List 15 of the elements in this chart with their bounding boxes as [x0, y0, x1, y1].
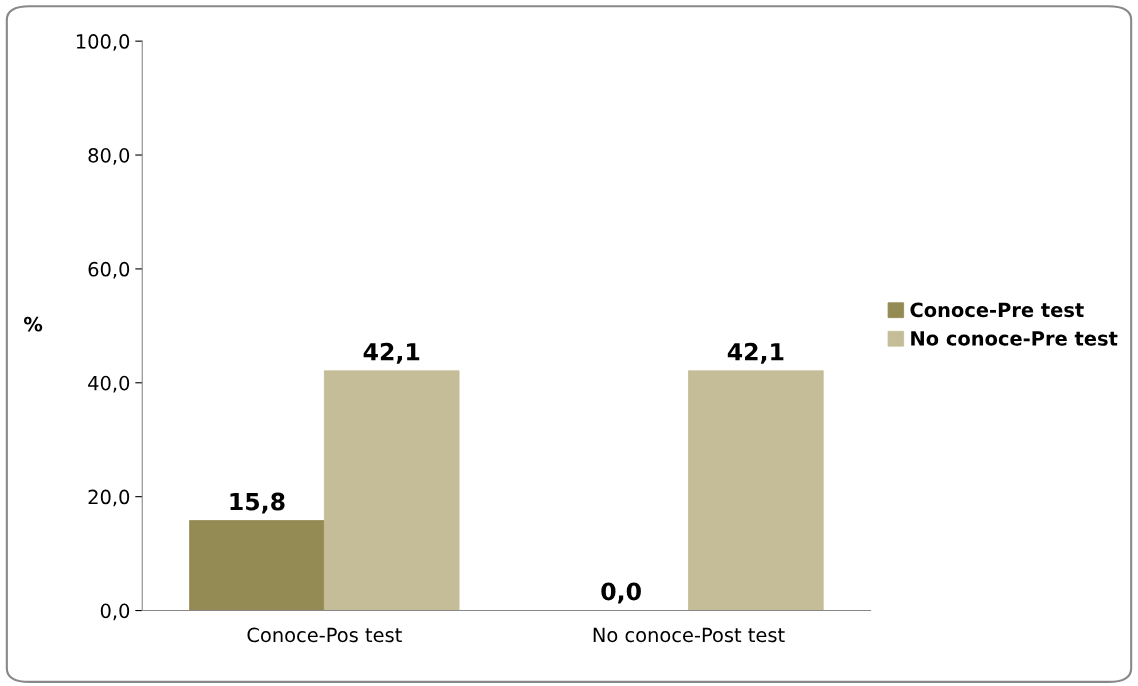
data-label: 42,1 [727, 342, 784, 364]
data-label: 0,0 [601, 582, 641, 604]
y-tick-label: 0,0 [100, 603, 130, 621]
x-tick-label: Conoce-Pos test [247, 627, 402, 643]
y-tick-label: 80,0 [88, 147, 130, 165]
data-label: 15,8 [230, 492, 285, 514]
y-tick-label: 40,0 [88, 375, 130, 393]
legend-label: Conoce-Pre test [910, 302, 1084, 318]
y-axis-title: % [24, 316, 43, 332]
data-label: 42,1 [363, 342, 420, 364]
y-tick-label: 60,0 [88, 261, 130, 279]
y-tick-label: 20,0 [88, 489, 130, 507]
legend-label: No conoce-Pre test [911, 331, 1118, 346]
y-tick-label: 100,0 [76, 34, 130, 51]
x-tick-label: No conoce-Post test [593, 627, 785, 643]
